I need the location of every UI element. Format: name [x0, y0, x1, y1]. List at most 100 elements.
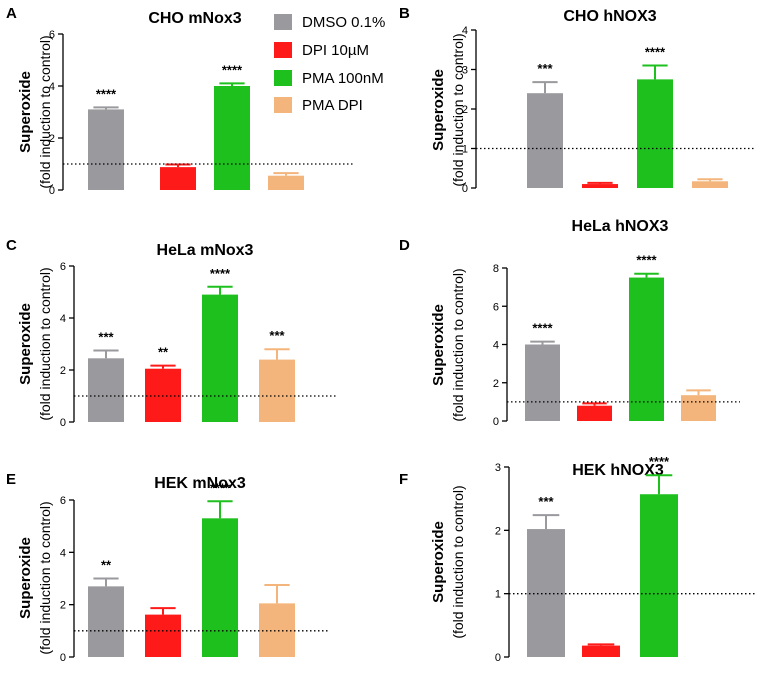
significance-label: **** — [210, 266, 231, 281]
significance-label: **** — [96, 86, 117, 101]
legend-label: PMA DPI — [302, 97, 363, 114]
y-tick-label: 0 — [60, 417, 66, 429]
bar-pma-dpi — [259, 359, 295, 422]
legend-swatch — [274, 97, 292, 113]
bar-pma-dpi — [259, 603, 295, 657]
bar-dpi-10-m — [160, 167, 196, 190]
panel-label: D — [399, 237, 410, 254]
y-tick-label: 8 — [493, 263, 499, 275]
y-tick-label: 2 — [60, 365, 66, 377]
y-tick-label: 0 — [495, 652, 501, 664]
y-tick-label: 2 — [49, 133, 55, 145]
bar-pma-100nm — [629, 277, 664, 421]
y-tick-label: 6 — [60, 261, 66, 273]
legend-item: DPI 10µM — [274, 42, 369, 59]
legend-item: DMSO 0.1% — [274, 14, 385, 31]
y-axis-sublabel: (fold induction to control) — [37, 501, 53, 654]
significance-label: **** — [210, 480, 231, 495]
y-tick-label: 4 — [493, 340, 499, 352]
y-axis-sublabel: (fold induction to control) — [37, 35, 53, 188]
panel-a: A CHO mNox3 Superoxide (fold induction to c… — [6, 5, 355, 197]
legend-swatch — [274, 14, 292, 30]
bar-dmso-0-1 — [88, 358, 124, 422]
chart-title: HEK mNox3 — [154, 475, 246, 492]
y-tick-label: 1 — [462, 144, 468, 156]
y-axis-label: Superoxide — [17, 71, 34, 153]
panel-b: B CHO hNOX3 Superoxide (fold induction to c… — [399, 5, 755, 195]
y-axis-label: Superoxide — [17, 303, 34, 385]
y-tick-label: 4 — [49, 81, 55, 93]
chart-title: HeLa hNOX3 — [572, 218, 669, 235]
y-axis-label: Superoxide — [430, 304, 447, 386]
legend-swatch — [274, 42, 292, 58]
significance-label: *** — [537, 61, 553, 76]
y-axis-sublabel: (fold induction to control) — [37, 267, 53, 420]
y-tick-label: 3 — [462, 65, 468, 77]
y-tick-label: 2 — [493, 378, 499, 390]
legend-item: PMA DPI — [274, 97, 363, 114]
legend-label: PMA 100nM — [302, 70, 384, 87]
y-tick-label: 4 — [462, 25, 468, 37]
chart-title: CHO mNox3 — [148, 10, 241, 27]
y-tick-label: 2 — [60, 600, 66, 612]
significance-label: *** — [538, 494, 554, 509]
y-tick-label: 4 — [60, 547, 66, 559]
bar-dpi-10-m — [582, 184, 618, 188]
y-axis-sublabel: (fold induction to control) — [450, 485, 466, 638]
bar-dmso-0-1 — [88, 586, 124, 657]
significance-label: ** — [101, 558, 112, 573]
legend-swatch — [274, 70, 292, 86]
y-tick-label: 2 — [495, 525, 501, 537]
bar-dpi-10-m — [582, 645, 620, 657]
y-axis-sublabel: (fold induction to control) — [450, 268, 466, 421]
y-axis-label: Superoxide — [430, 521, 447, 603]
bar-pma-100nm — [640, 494, 678, 657]
significance-label: *** — [269, 328, 285, 343]
y-tick-label: 0 — [462, 183, 468, 195]
panel-d: D HeLa hNOX3 Superoxide (fold induction to … — [399, 218, 740, 428]
significance-label: **** — [649, 454, 670, 469]
bar-dmso-0-1 — [527, 93, 563, 188]
bar-pma-dpi — [692, 181, 728, 188]
y-tick-label: 3 — [495, 462, 501, 474]
y-tick-label: 1 — [495, 589, 501, 601]
chart-title: CHO hNOX3 — [563, 8, 656, 25]
legend-label: DMSO 0.1% — [302, 14, 385, 31]
y-axis-label: Superoxide — [17, 537, 34, 619]
y-axis-label: Superoxide — [430, 69, 447, 151]
panel-f: F HEK hNOX3 Superoxide (fold induction to c… — [399, 454, 757, 664]
panel-label: F — [399, 471, 408, 488]
bar-dmso-0-1 — [525, 344, 560, 421]
bar-pma-100nm — [202, 294, 238, 422]
y-tick-label: 0 — [60, 652, 66, 664]
bar-pma-100nm — [202, 518, 238, 657]
panel-label: A — [6, 5, 17, 22]
y-tick-label: 4 — [60, 313, 66, 325]
y-axis-sublabel: (fold induction to control) — [450, 33, 466, 186]
panel-label: E — [6, 471, 16, 488]
bar-dpi-10-m — [145, 614, 181, 657]
y-tick-label: 0 — [49, 185, 55, 197]
significance-label: ** — [158, 345, 169, 360]
y-tick-label: 6 — [49, 29, 55, 41]
y-tick-label: 6 — [60, 495, 66, 507]
panel-label: B — [399, 5, 410, 22]
legend-label: DPI 10µM — [302, 42, 369, 59]
bar-pma-100nm — [214, 86, 250, 190]
panel-e: E HEK mNox3 Superoxide (fold induction to c… — [6, 471, 330, 664]
legend-item: PMA 100nM — [274, 70, 384, 87]
panel-label: C — [6, 237, 17, 254]
bar-pma-dpi — [681, 395, 716, 421]
significance-label: **** — [222, 62, 243, 77]
bar-pma-dpi — [268, 175, 304, 190]
significance-label: **** — [636, 253, 657, 268]
y-tick-label: 0 — [493, 416, 499, 428]
significance-label: *** — [98, 330, 114, 345]
chart-title: HeLa mNox3 — [157, 242, 254, 259]
chart-title: HEK hNOX3 — [572, 462, 664, 479]
panel-c: C HeLa mNox3 Superoxide (fold induction to … — [6, 237, 337, 429]
bar-dmso-0-1 — [88, 109, 124, 190]
bar-dpi-10-m — [577, 405, 612, 421]
bar-pma-100nm — [637, 79, 673, 188]
